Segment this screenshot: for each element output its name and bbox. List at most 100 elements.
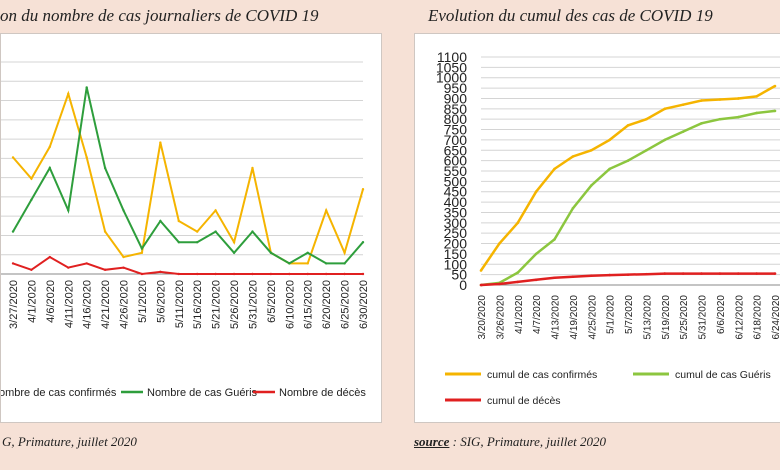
x-tick-label: 6/10/2020 [284,280,296,329]
x-tick-label: 5/11/2020 [174,280,186,328]
left-chart-title: on du nombre de cas journaliers de COVID… [0,6,319,25]
data-point [288,272,291,276]
y-tick-label: 950 [444,80,468,96]
x-tick-label: 3/27/2020 [8,280,20,329]
y-tick-label: 1100 [437,49,467,65]
data-point [718,98,722,101]
data-point [516,271,520,274]
data-point [269,251,273,254]
x-tick-label: 4/6/2020 [45,280,57,323]
data-point [736,115,740,119]
data-point [608,273,611,277]
data-point [85,86,88,89]
y-tick-label: 100 [444,256,468,272]
data-point [159,141,162,144]
data-point [663,272,667,275]
data-point [589,184,593,187]
data-point [324,209,328,212]
legend-label: ombre de cas confirmés [1,387,117,399]
x-tick-label: 5/31/2020 [247,280,259,329]
data-point [122,209,125,212]
data-point [11,230,15,233]
data-point [553,276,556,280]
data-point [214,230,217,233]
data-point [196,241,199,244]
data-point [306,262,309,265]
data-point [214,209,217,212]
data-point [553,167,556,171]
data-point [773,109,777,113]
y-tick-label: 1050 [436,59,467,75]
data-point [232,272,236,276]
data-point [122,255,125,259]
data-point [645,117,648,121]
data-point [324,262,328,265]
source-label: source [414,434,450,449]
data-point [736,97,740,100]
data-point [159,219,162,223]
legend-label: Nombre de cas Guéris [147,387,258,399]
data-point [755,272,758,275]
right-chart: 0501001502002503003504004505005506006507… [436,49,780,407]
data-point [626,273,630,276]
y-tick-label: 700 [444,132,468,148]
y-tick-label: 300 [444,215,468,231]
data-point [553,238,556,241]
x-tick-label: 5/16/2020 [192,280,204,329]
source-text: : SIG, Primature, juillet 2020 [449,434,606,449]
data-point [85,156,88,159]
data-point [214,272,217,276]
left-chart: 3/27/2020 4/1/2020 4/6/2020 4/11/2020 4/16/2… [0,61,370,399]
data-point [663,138,667,142]
y-tick-label: 550 [444,163,468,179]
data-point [251,230,254,233]
data-point [681,272,685,275]
x-tick-label: 5/19/2020 [661,295,672,340]
data-point [700,99,703,102]
data-point [11,262,15,265]
legend-label: cumul de décès [487,395,561,407]
x-tick-label: 5/26/2020 [229,280,241,329]
data-point [122,266,125,269]
y-tick-label: 250 [444,225,468,241]
data-point [700,122,703,125]
data-point [626,159,630,162]
data-point [571,275,575,279]
right-chart-panel: 0 50 100 150 200 250 300 350 400 450 500 550 600 650 7… [414,33,780,423]
data-point [645,148,648,152]
data-point [361,241,365,244]
x-tick-label: 5/21/2020 [211,280,223,329]
data-point [534,252,538,256]
x-tick-label: 4/21/2020 [100,280,112,329]
data-point [773,84,777,88]
x-tick-label: 6/5/2020 [266,280,278,323]
data-point [755,111,758,115]
x-tick-label: 6/6/2020 [716,295,727,334]
data-point [269,272,273,276]
data-point [343,262,346,265]
data-point [251,166,254,170]
y-tick-label: 0 [459,277,467,293]
data-point [534,278,538,282]
right-chart-title: Evolution du cumul des cas de COVID 19 [428,6,713,25]
data-point [498,242,501,245]
y-tick-label: 600 [444,153,468,169]
x-tick-label: 4/11/2020 [63,280,75,328]
x-tick-label: 5/7/2020 [624,295,635,334]
data-point [251,272,254,276]
data-point [67,92,70,95]
data-point [755,95,758,98]
left-source: G, Primature, juillet 2020 [2,434,137,449]
data-point [232,241,236,244]
data-point [589,274,593,277]
data-point [498,282,501,286]
x-tick-label: 4/7/2020 [532,295,543,334]
data-point [343,272,346,276]
data-point [718,272,722,275]
data-point [48,255,52,259]
y-tick-label: 650 [444,142,468,158]
legend-label: cumul de cas confirmés [487,369,597,381]
data-point [196,230,199,233]
data-point [626,124,630,127]
legend-label: cumul de cas Guéris [675,369,771,381]
